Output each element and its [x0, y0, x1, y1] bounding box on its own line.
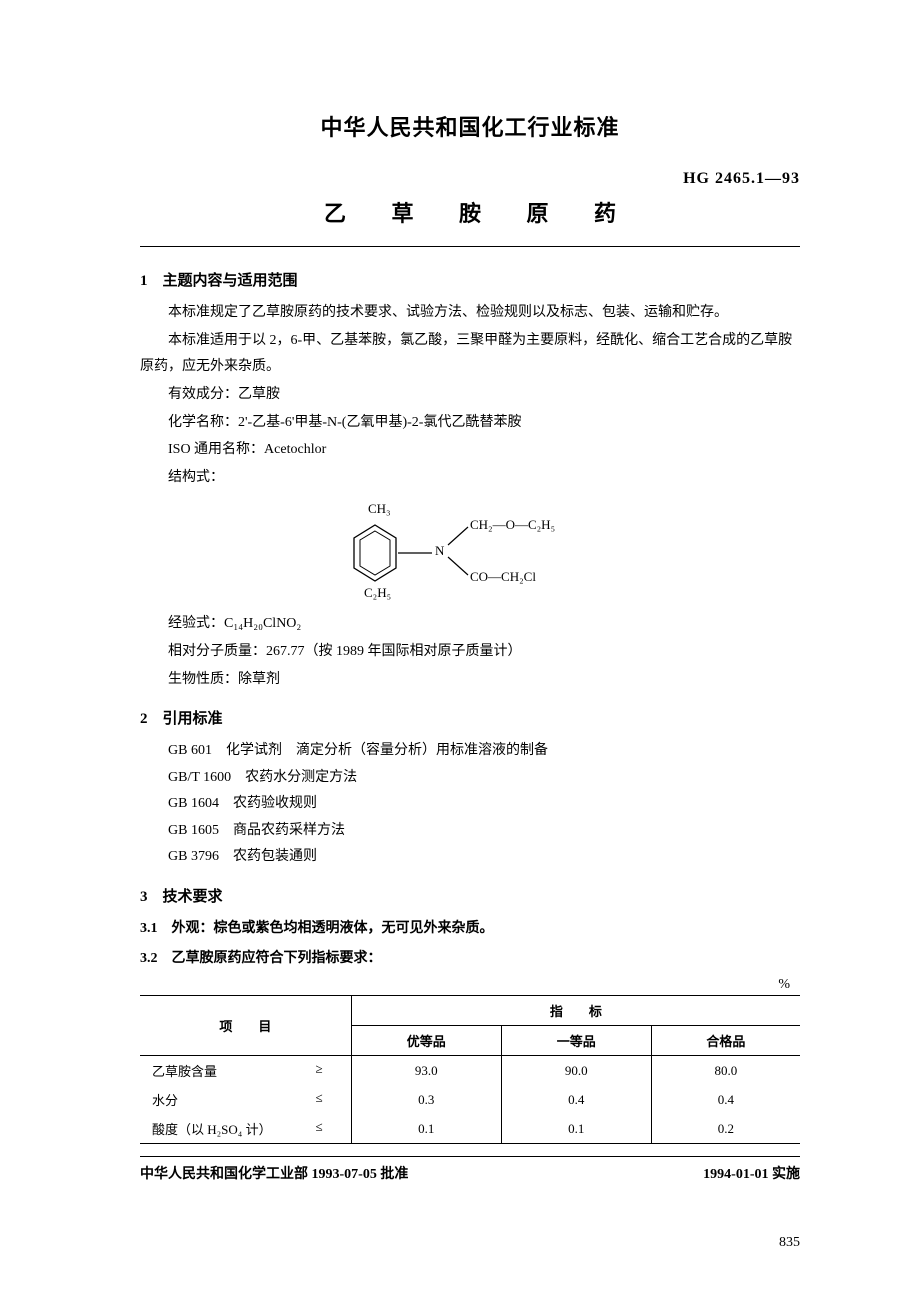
section-1-p2: 本标准适用于以 2，6-甲、乙基苯胺，氯乙酸，三聚甲醛为主要原料，经酰化、缩合工… — [140, 328, 800, 380]
document-code: HG 2465.1—93 — [683, 170, 800, 188]
title-rule — [140, 246, 800, 247]
footer-row: 中华人民共和国化学工业部 1993-07-05 批准 1994-01-01 实施 — [140, 1156, 800, 1183]
ref-item: GB 3796 农药包装通则 — [168, 844, 800, 871]
table-row: 水分 ≤ 0.3 0.4 0.4 — [140, 1085, 800, 1114]
title-row: HG 2465.1—93 乙 草 胺 原 药 — [140, 172, 800, 228]
structural-formula: CH₃ C₂H₅ N CH₂—O—C₂H₅ CO—CH₂Cl — [340, 503, 600, 603]
approval-text: 中华人民共和国化学工业部 1993-07-05 批准 — [140, 1163, 408, 1183]
row2-v3: 0.4 — [651, 1085, 800, 1114]
th-grade-3: 合格品 — [651, 1026, 800, 1056]
th-grade-2: 一等品 — [501, 1026, 651, 1056]
row1-op: ≥ — [316, 1061, 343, 1077]
ref-item: GB 1605 商品农药采样方法 — [168, 818, 800, 845]
row3-v2: 0.1 — [501, 1114, 651, 1144]
row1-v1: 93.0 — [351, 1056, 501, 1086]
effective-date: 1994-01-01 实施 — [703, 1163, 800, 1183]
reference-list: GB 601 化学试剂 滴定分析（容量分析）用标准溶液的制备 GB/T 1600… — [140, 738, 800, 871]
specification-table: 项 目 指 标 优等品 一等品 合格品 乙草胺含量 ≥ 93.0 90.0 80.… — [140, 995, 800, 1144]
row3-op: ≤ — [316, 1119, 343, 1135]
page-number: 835 — [779, 1235, 800, 1251]
section-1-p1: 本标准规定了乙草胺原药的技术要求、试验方法、检验规则以及标志、包装、运输和贮存。 — [140, 300, 800, 326]
table-row: 乙草胺含量 ≥ 93.0 90.0 80.0 — [140, 1056, 800, 1086]
row2-v2: 0.4 — [501, 1085, 651, 1114]
row2-name: 水分 — [152, 1093, 178, 1108]
org-title: 中华人民共和国化工行业标准 — [140, 110, 800, 142]
row1-v2: 90.0 — [501, 1056, 651, 1086]
th-grade-1: 优等品 — [351, 1026, 501, 1056]
section-3-2: 3.2 乙草胺原药应符合下列指标要求： — [140, 946, 800, 973]
section-2-heading: 2 引用标准 — [140, 707, 800, 728]
ref-item: GB 601 化学试剂 滴定分析（容量分析）用标准溶液的制备 — [168, 738, 800, 765]
row3-v1: 0.1 — [351, 1114, 501, 1144]
ref-item: GB 1604 农药验收规则 — [168, 791, 800, 818]
empirical-formula: 经验式：C₁₄H₂₀ClNO₂ — [140, 611, 800, 637]
row2-v1: 0.3 — [351, 1085, 501, 1114]
section-1-heading: 1 主题内容与适用范围 — [140, 269, 800, 290]
row3-v3: 0.2 — [651, 1114, 800, 1144]
th-spec: 指 标 — [351, 996, 800, 1026]
row1-v3: 80.0 — [651, 1056, 800, 1086]
row2-op: ≤ — [316, 1090, 343, 1106]
molecular-weight: 相对分子质量：267.77（按 1989 年国际相对原子质量计） — [140, 639, 800, 665]
section-3-1: 3.1 外观：棕色或紫色均相透明液体，无可见外来杂质。 — [140, 916, 800, 943]
effective-ingredient: 有效成分：乙草胺 — [140, 382, 800, 408]
unit-percent: % — [140, 977, 800, 993]
row3-name: 酸度（以 H₂SO₄ 计） — [152, 1122, 272, 1137]
th-item: 项 目 — [140, 996, 351, 1056]
bond-lines-icon — [340, 503, 600, 603]
iso-name: ISO 通用名称：Acetochlor — [140, 437, 800, 463]
structure-label: 结构式： — [140, 465, 800, 491]
section-3-heading: 3 技术要求 — [140, 885, 800, 906]
row1-name: 乙草胺含量 — [152, 1064, 217, 1079]
ref-item: GB/T 1600 农药水分测定方法 — [168, 765, 800, 792]
biological-property: 生物性质：除草剂 — [140, 667, 800, 693]
chemical-name: 化学名称：2'-乙基-6'甲基-N-(乙氧甲基)-2-氯代乙酰替苯胺 — [140, 410, 800, 436]
table-row: 酸度（以 H₂SO₄ 计） ≤ 0.1 0.1 0.2 — [140, 1114, 800, 1144]
